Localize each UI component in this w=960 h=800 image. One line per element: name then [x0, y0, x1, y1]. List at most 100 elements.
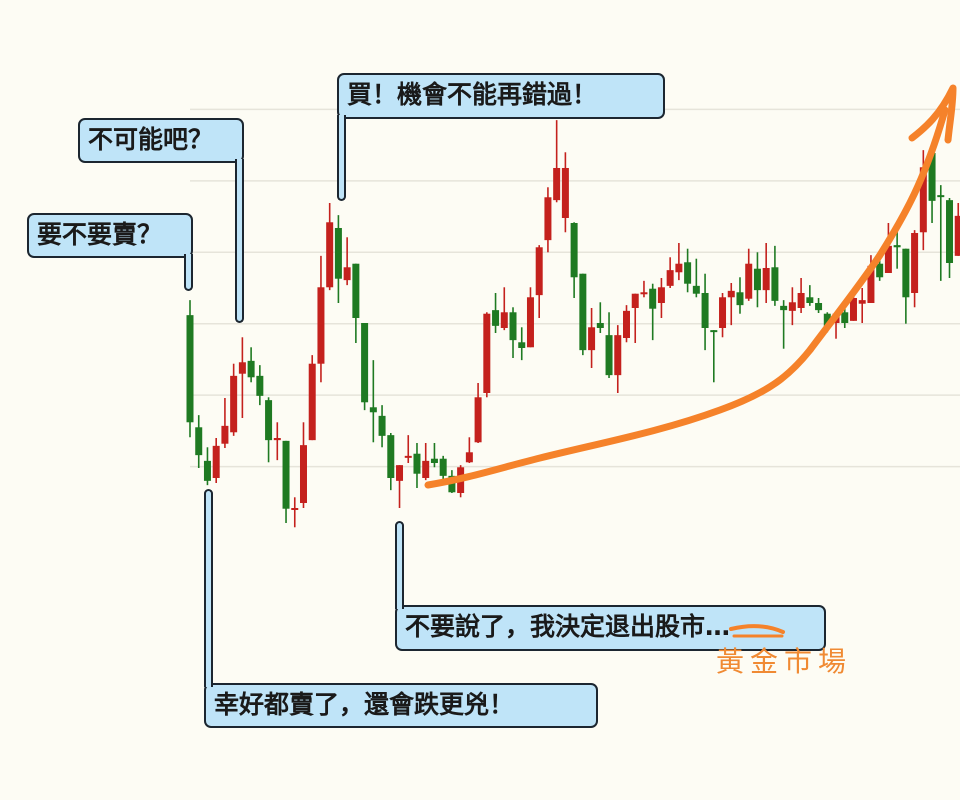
candle-up: [238, 337, 246, 418]
candle-body: [352, 263, 360, 318]
candle-up: [849, 287, 857, 321]
candle-body: [203, 460, 211, 481]
candle-down: [361, 322, 369, 411]
candle-body: [823, 313, 831, 326]
candle-down: [282, 440, 290, 523]
handwritten-gold-market: 黃金市場: [716, 645, 853, 678]
speech-bubble-buy: 買！機會不能再錯過！: [337, 73, 665, 119]
candle-up: [212, 437, 220, 483]
candle-body: [727, 290, 735, 298]
candle-body: [876, 263, 884, 278]
gridlines: [190, 108, 960, 468]
candle-body: [553, 167, 561, 201]
candle-body: [387, 435, 395, 478]
candle-body: [588, 327, 596, 351]
candle-up: [299, 422, 307, 508]
candle-body: [780, 305, 788, 311]
candle-body: [666, 270, 674, 286]
candle-down: [430, 442, 438, 468]
candle-body: [928, 152, 936, 201]
candle-down: [893, 225, 901, 269]
speech-bubble-quit-stock-market: 不要說了，我決定退出股市…: [395, 605, 826, 651]
candle-body: [797, 292, 805, 308]
candle-body: [684, 262, 692, 284]
candle-body: [911, 232, 919, 293]
candle-up: [623, 305, 630, 343]
candle-down: [518, 327, 526, 361]
candle-body: [396, 465, 404, 481]
candle-body: [919, 167, 927, 233]
candle-down: [352, 263, 360, 343]
candle-up: [483, 312, 491, 398]
candle-down: [692, 258, 700, 298]
candle-body: [256, 375, 264, 396]
candle-body: [326, 222, 334, 288]
candle-body: [369, 407, 377, 413]
candle-body: [561, 167, 569, 218]
candle-up: [614, 325, 622, 393]
candle-body: [378, 415, 386, 436]
candle-body: [474, 397, 482, 443]
candle-body: [308, 363, 316, 441]
candle-body: [299, 445, 307, 503]
speech-bubble-impossible: 不可能吧？: [78, 118, 244, 163]
candle-down: [439, 455, 447, 481]
candle-body: [439, 458, 447, 476]
candle-down: [946, 197, 954, 278]
candle-down: [736, 277, 744, 314]
candle-body: [745, 263, 753, 299]
candle-up: [631, 293, 639, 343]
candle-body: [937, 195, 945, 198]
candle-up: [465, 437, 473, 463]
candle-body: [605, 335, 613, 376]
candle-up: [745, 248, 753, 301]
candle-down: [753, 252, 761, 308]
candle-body: [343, 267, 351, 281]
candle-down: [387, 432, 395, 491]
candle-body: [500, 312, 508, 328]
candle-up: [326, 202, 334, 291]
candle-up: [230, 363, 238, 436]
candle-up: [553, 120, 561, 203]
candle-body: [430, 458, 438, 463]
candle-body: [762, 267, 770, 291]
candle-up: [719, 292, 727, 338]
candle-down: [378, 405, 386, 448]
candle-down: [841, 307, 849, 328]
candle-up: [561, 152, 569, 233]
candle-up: [832, 312, 840, 339]
candle-body: [675, 263, 683, 273]
candle-up: [273, 422, 281, 461]
candle-down: [413, 442, 421, 488]
candle-body: [544, 197, 552, 241]
candle-down: [876, 252, 884, 281]
candle-body: [614, 335, 622, 376]
candle-down: [815, 297, 823, 313]
candle-body: [719, 297, 727, 328]
candle-down: [195, 415, 203, 468]
candle-body: [535, 247, 543, 296]
candle-down: [369, 360, 377, 443]
candle-up: [911, 230, 919, 308]
candle-body: [832, 313, 840, 323]
candle-body: [282, 440, 290, 509]
candle-body: [710, 330, 718, 333]
candle-body: [334, 227, 342, 279]
candle-down: [256, 365, 264, 406]
candle-body: [404, 455, 412, 458]
candle-up: [457, 465, 465, 498]
bubble-tail: [235, 159, 244, 323]
candle-down: [937, 185, 945, 281]
candle-body: [518, 342, 526, 348]
candle-up: [544, 187, 552, 253]
candle-body: [657, 287, 665, 303]
candle-body: [884, 245, 892, 273]
candle-down: [596, 302, 604, 333]
candle-body: [736, 292, 744, 306]
candle-down: [701, 273, 709, 351]
candle-body: [596, 322, 604, 328]
candle-body: [849, 297, 857, 321]
candle-body: [631, 293, 639, 308]
candle-down: [265, 397, 273, 463]
candle-down: [492, 292, 500, 333]
